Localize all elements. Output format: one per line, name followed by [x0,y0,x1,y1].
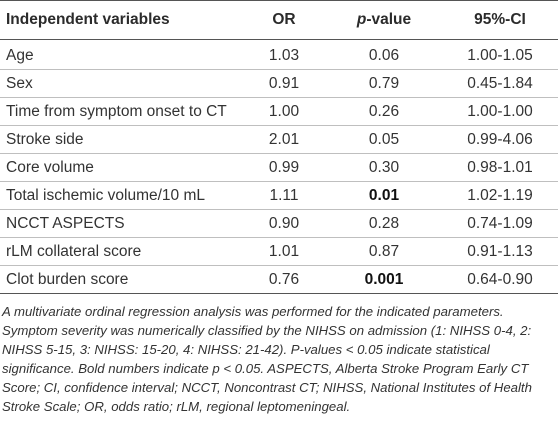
table-row: Age 1.03 0.06 1.00-1.05 [0,39,558,70]
cell-ci: 0.98-1.01 [442,153,558,182]
cell-ci: 1.00-1.00 [442,97,558,126]
cell-p-value: 0.06 [326,39,442,70]
cell-variable: Sex [0,69,242,98]
table-row: NCCT ASPECTS 0.90 0.28 0.74-1.09 [0,209,558,238]
table-row: Time from symptom onset to CT 1.00 0.26 … [0,97,558,126]
cell-ci: 1.02-1.19 [442,181,558,210]
cell-or: 0.76 [242,265,326,294]
header-ci: 95%-CI [442,0,558,40]
cell-variable: Age [0,39,242,70]
cell-p-value: 0.87 [326,237,442,266]
table-body: Age 1.03 0.06 1.00-1.05 Sex 0.91 0.79 0.… [0,39,558,294]
table-row: Stroke side 2.01 0.05 0.99-4.06 [0,125,558,154]
table-row: Total ischemic volume/10 mL 1.11 0.01 1.… [0,181,558,210]
cell-ci: 0.74-1.09 [442,209,558,238]
cell-p-value: 0.001 [326,265,442,294]
cell-p-value: 0.79 [326,69,442,98]
cell-or: 0.90 [242,209,326,238]
cell-or: 1.01 [242,237,326,266]
cell-variable: Clot burden score [0,265,242,294]
header-or: OR [242,0,326,40]
table-row: Core volume 0.99 0.30 0.98-1.01 [0,153,558,182]
cell-variable: Time from symptom onset to CT [0,97,242,126]
table-row: Sex 0.91 0.79 0.45-1.84 [0,69,558,98]
header-p-value: p-value [326,0,442,40]
table-row: rLM collateral score 1.01 0.87 0.91-1.13 [0,237,558,266]
cell-p-value: 0.05 [326,125,442,154]
table-footnote: A multivariate ordinal regression analys… [2,304,532,414]
header-row: Independent variables OR p-value 95%-CI [0,0,558,40]
cell-variable: Stroke side [0,125,242,154]
table-row: Clot burden score 0.76 0.001 0.64-0.90 [0,265,558,294]
cell-p-value: 0.01 [326,181,442,210]
cell-or: 0.99 [242,153,326,182]
regression-table: Independent variables OR p-value 95%-CI … [0,0,558,294]
cell-p-value: 0.26 [326,97,442,126]
cell-or: 0.91 [242,69,326,98]
cell-variable: rLM collateral score [0,237,242,266]
cell-p-value: 0.30 [326,153,442,182]
table-header: Independent variables OR p-value 95%-CI [0,0,558,40]
cell-p-value: 0.28 [326,209,442,238]
cell-or: 1.00 [242,97,326,126]
cell-or: 2.01 [242,125,326,154]
header-variables: Independent variables [0,0,242,40]
cell-variable: NCCT ASPECTS [0,209,242,238]
header-p-prefix: p [356,11,367,28]
cell-ci: 0.91-1.13 [442,237,558,266]
cell-or: 1.03 [242,39,326,70]
regression-table-container: Independent variables OR p-value 95%-CI … [0,0,558,414]
cell-ci: 0.99-4.06 [442,125,558,154]
cell-ci: 1.00-1.05 [442,39,558,70]
header-p-suffix: -value [366,11,412,28]
cell-ci: 0.45-1.84 [442,69,558,98]
cell-ci: 0.64-0.90 [442,265,558,294]
cell-or: 1.11 [242,181,326,210]
cell-variable: Core volume [0,153,242,182]
cell-variable: Total ischemic volume/10 mL [0,181,242,210]
